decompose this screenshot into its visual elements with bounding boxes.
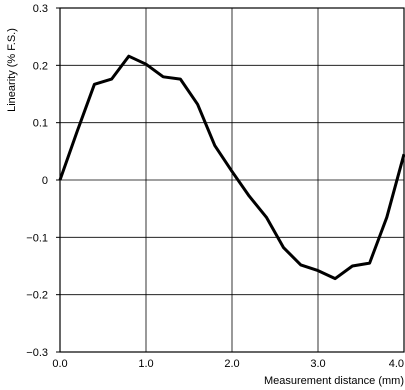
y-tick-label: −0.3 xyxy=(26,347,48,359)
x-tick-label: 0.0 xyxy=(52,358,67,370)
data-series xyxy=(58,54,405,281)
x-tick-label: 4.0 xyxy=(389,358,404,370)
x-tick-label: 1.0 xyxy=(138,358,153,370)
x-axis-label: Measurement distance (mm) xyxy=(264,375,404,387)
grid-lines xyxy=(56,7,404,353)
y-tick-labels: −0.3 −0.2 −0.1 0 0.1 0.2 0.3 xyxy=(26,3,48,359)
y-tick-label: −0.2 xyxy=(26,290,48,302)
y-tick-label: −0.1 xyxy=(26,232,48,244)
y-tick-label: 0.2 xyxy=(33,60,48,72)
y-tick-label: 0.3 xyxy=(33,3,48,15)
x-tick-labels: 0.0 1.0 2.0 3.0 4.0 xyxy=(52,358,404,370)
y-tick-label: 0.1 xyxy=(33,118,48,130)
y-axis-label: Linearity (% F.S.) xyxy=(6,28,18,112)
x-tick-label: 2.0 xyxy=(224,358,239,370)
x-tick-label: 3.0 xyxy=(310,358,325,370)
y-tick-label: 0 xyxy=(42,175,48,187)
